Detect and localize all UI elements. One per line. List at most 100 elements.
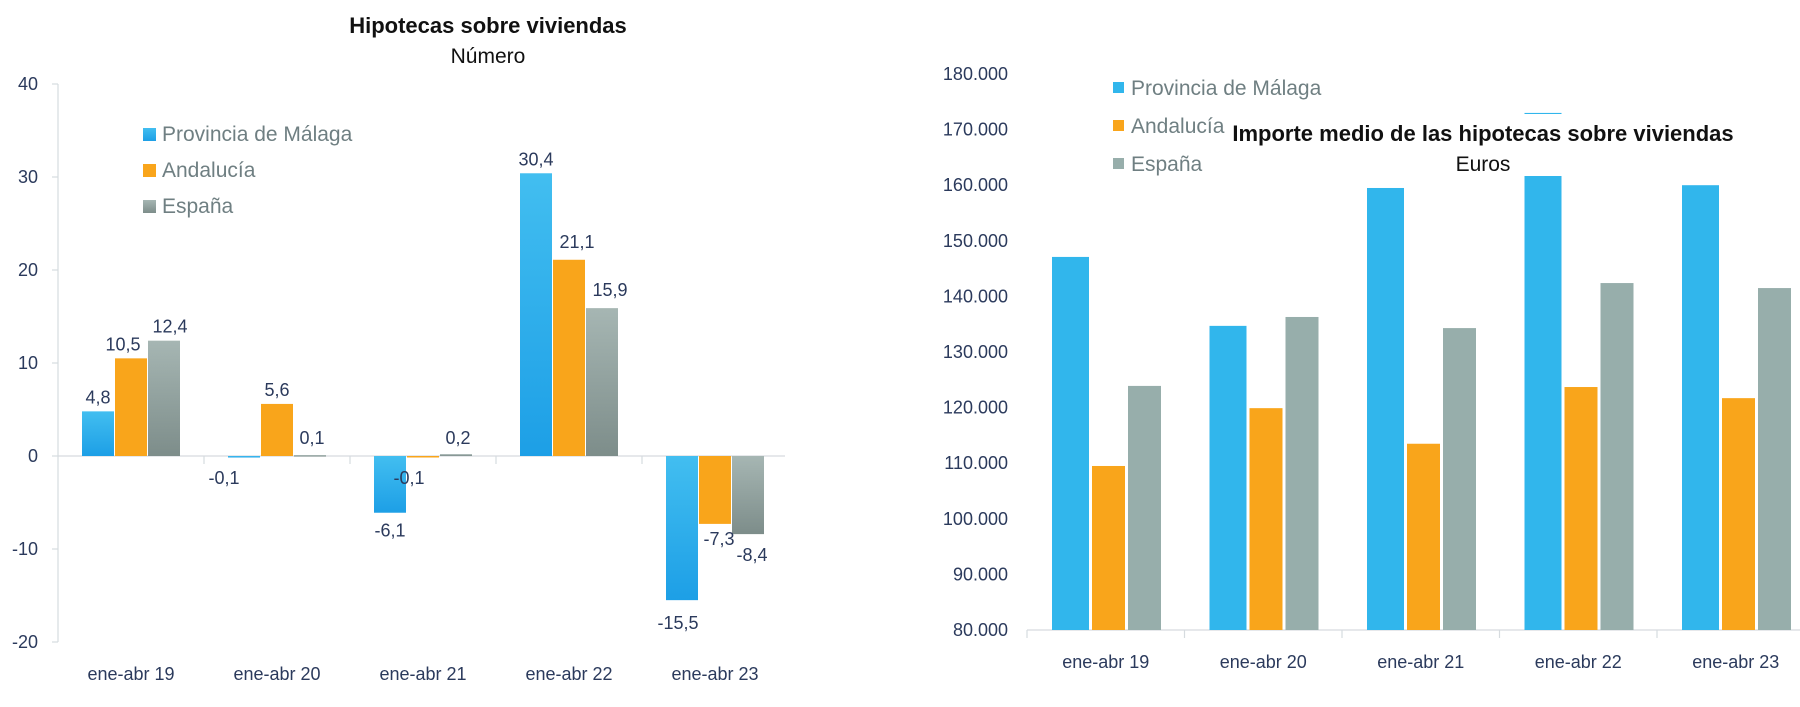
bar-andalucia-ene-abr-19 bbox=[115, 358, 147, 456]
data-label-andalucia-ene-abr-20: 5,6 bbox=[264, 380, 289, 400]
right-y-tick-label: 110.000 bbox=[944, 453, 1008, 473]
legend-label-espana: España bbox=[1131, 153, 1203, 176]
left-category-label: ene-abr 19 bbox=[87, 664, 174, 684]
right-y-tick-label: 150.000 bbox=[943, 231, 1008, 251]
left-category-label: ene-abr 22 bbox=[525, 664, 612, 684]
legend-label-provincia-de-malaga: Provincia de Málaga bbox=[1131, 77, 1322, 100]
left-bars bbox=[82, 173, 764, 601]
legend-label-andalucia: Andalucía bbox=[162, 159, 256, 182]
bar-provincia-de-malaga-ene-abr-20 bbox=[228, 456, 260, 458]
left-y-tick-label: 0 bbox=[28, 446, 38, 466]
data-label-espana-ene-abr-23: -8,4 bbox=[736, 545, 767, 565]
bar-espana-ene-abr-23 bbox=[1758, 288, 1791, 630]
left-category-label: ene-abr 23 bbox=[671, 664, 758, 684]
bar-andalucia-ene-abr-22 bbox=[553, 259, 585, 456]
bar-provincia-de-malaga-ene-abr-23 bbox=[1682, 185, 1719, 630]
left-y-ticks: 40 30 20 10 0 -10 -20 bbox=[12, 74, 38, 652]
right-y-tick-label: 160.000 bbox=[943, 175, 1008, 195]
left-y-tick-label: 10 bbox=[18, 353, 38, 373]
bar-provincia-de-malaga-ene-abr-21 bbox=[1367, 187, 1404, 631]
legend-swatch-andalucia bbox=[1113, 120, 1124, 131]
bar-espana-ene-abr-19 bbox=[1128, 385, 1161, 630]
right-y-tick-label: 130.000 bbox=[943, 342, 1008, 362]
bar-espana-ene-abr-20 bbox=[1285, 316, 1319, 630]
chart-importe-medio: 180.000 170.000 160.000 150.000 140.000 130.0… bbox=[943, 64, 1800, 672]
left-y-tick-label: 40 bbox=[18, 74, 38, 94]
bar-espana-ene-abr-21 bbox=[440, 454, 472, 456]
right-title-backdrop bbox=[1258, 114, 1708, 176]
left-y-tick-label: 30 bbox=[18, 167, 38, 187]
data-label-provincia-de-malaga-ene-abr-23: -15,5 bbox=[657, 613, 698, 633]
bar-espana-ene-abr-21 bbox=[1443, 328, 1476, 630]
data-label-provincia-de-malaga-ene-abr-19: 4,8 bbox=[85, 387, 110, 407]
right-category-label: ene-abr 22 bbox=[1535, 652, 1622, 672]
right-category-label: ene-abr 20 bbox=[1220, 652, 1307, 672]
legend-swatch-espana bbox=[1113, 158, 1124, 169]
right-y-tick-label: 120.000 bbox=[943, 398, 1008, 418]
left-legend: Provincia de Málaga Andalucía España bbox=[143, 123, 353, 218]
bar-provincia-de-malaga-ene-abr-19 bbox=[1052, 256, 1089, 630]
left-chart-subtitle: Número bbox=[451, 45, 526, 68]
left-category-label: ene-abr 20 bbox=[233, 664, 320, 684]
right-bars bbox=[1052, 112, 1791, 631]
bar-andalucia-ene-abr-22 bbox=[1564, 387, 1598, 630]
bar-provincia-de-malaga-ene-abr-22 bbox=[520, 173, 552, 456]
data-label-andalucia-ene-abr-22: 21,1 bbox=[559, 232, 594, 252]
left-y-tick-label: -10 bbox=[12, 539, 38, 559]
legend-swatch-espana bbox=[143, 200, 156, 213]
right-category-label: ene-abr 21 bbox=[1377, 652, 1464, 672]
right-y-tick-label: 90.000 bbox=[953, 564, 1008, 584]
bar-andalucia-ene-abr-21 bbox=[1407, 443, 1440, 630]
legend-label-provincia-de-malaga: Provincia de Málaga bbox=[162, 123, 353, 146]
legend-label-andalucia: Andalucía bbox=[1131, 115, 1225, 138]
left-y-tick-label: -20 bbox=[12, 632, 38, 652]
data-label-provincia-de-malaga-ene-abr-22: 30,4 bbox=[518, 149, 553, 169]
data-label-espana-ene-abr-21: 0,2 bbox=[445, 428, 470, 448]
left-data-labels: 4,8 10,5 12,4 -0,1 5,6 0,1 -6,1 -0,1 0,2 30,4 21,1… bbox=[85, 149, 767, 633]
data-label-andalucia-ene-abr-23: -7,3 bbox=[703, 529, 734, 549]
bar-espana-ene-abr-20 bbox=[294, 455, 326, 457]
bar-provincia-de-malaga-ene-abr-19 bbox=[82, 411, 114, 456]
right-legend: Provincia de Málaga Andalucía España bbox=[1113, 77, 1322, 176]
right-y-tick-label: 180.000 bbox=[943, 64, 1008, 84]
bar-provincia-de-malaga-ene-abr-22 bbox=[1524, 112, 1562, 631]
legend-swatch-provincia-de-malaga bbox=[1113, 82, 1124, 93]
data-label-provincia-de-malaga-ene-abr-21: -6,1 bbox=[374, 521, 405, 541]
left-x-ticks: ene-abr 19 ene-abr 20 ene-abr 21 ene-abr 22… bbox=[87, 664, 758, 684]
data-label-provincia-de-malaga-ene-abr-20: -0,1 bbox=[208, 468, 239, 488]
bar-andalucia-ene-abr-23 bbox=[1722, 398, 1755, 630]
data-label-andalucia-ene-abr-19: 10,5 bbox=[105, 334, 140, 354]
right-y-ticks: 180.000 170.000 160.000 150.000 140.000 130.0… bbox=[943, 64, 1008, 640]
data-label-espana-ene-abr-19: 12,4 bbox=[152, 317, 187, 337]
right-y-tick-label: 170.000 bbox=[943, 120, 1008, 140]
right-y-tick-label: 100.000 bbox=[943, 509, 1008, 529]
right-y-tick-label: 140.000 bbox=[943, 286, 1008, 306]
legend-swatch-provincia-de-malaga bbox=[143, 128, 156, 141]
right-axes bbox=[1026, 629, 1800, 638]
bar-espana-ene-abr-22 bbox=[586, 308, 618, 456]
legend-swatch-andalucia bbox=[143, 164, 156, 177]
legend-label-espana: España bbox=[162, 195, 234, 218]
bar-andalucia-ene-abr-20 bbox=[261, 403, 293, 456]
left-chart-title: Hipotecas sobre viviendas bbox=[349, 13, 627, 38]
data-label-espana-ene-abr-22: 15,9 bbox=[592, 280, 627, 300]
bar-espana-ene-abr-22 bbox=[1600, 283, 1634, 630]
left-category-label: ene-abr 21 bbox=[379, 664, 466, 684]
bar-provincia-de-malaga-ene-abr-21 bbox=[374, 456, 406, 513]
right-category-label: ene-abr 19 bbox=[1062, 652, 1149, 672]
right-y-tick-label: 80.000 bbox=[953, 620, 1008, 640]
bar-andalucia-ene-abr-19 bbox=[1092, 465, 1125, 630]
bar-andalucia-ene-abr-20 bbox=[1249, 408, 1283, 630]
bar-espana-ene-abr-19 bbox=[148, 340, 180, 456]
right-chart-title: Importe medio de las hipotecas sobre viv… bbox=[1232, 121, 1733, 146]
data-label-espana-ene-abr-20: 0,1 bbox=[299, 428, 324, 448]
left-y-tick-label: 20 bbox=[18, 260, 38, 280]
data-label-andalucia-ene-abr-21: -0,1 bbox=[393, 468, 424, 488]
bar-provincia-de-malaga-ene-abr-20 bbox=[1209, 325, 1247, 630]
bar-andalucia-ene-abr-23 bbox=[699, 456, 731, 524]
right-chart-subtitle: Euros bbox=[1456, 153, 1511, 176]
bar-espana-ene-abr-23 bbox=[732, 456, 764, 535]
bar-andalucia-ene-abr-21 bbox=[407, 456, 439, 458]
